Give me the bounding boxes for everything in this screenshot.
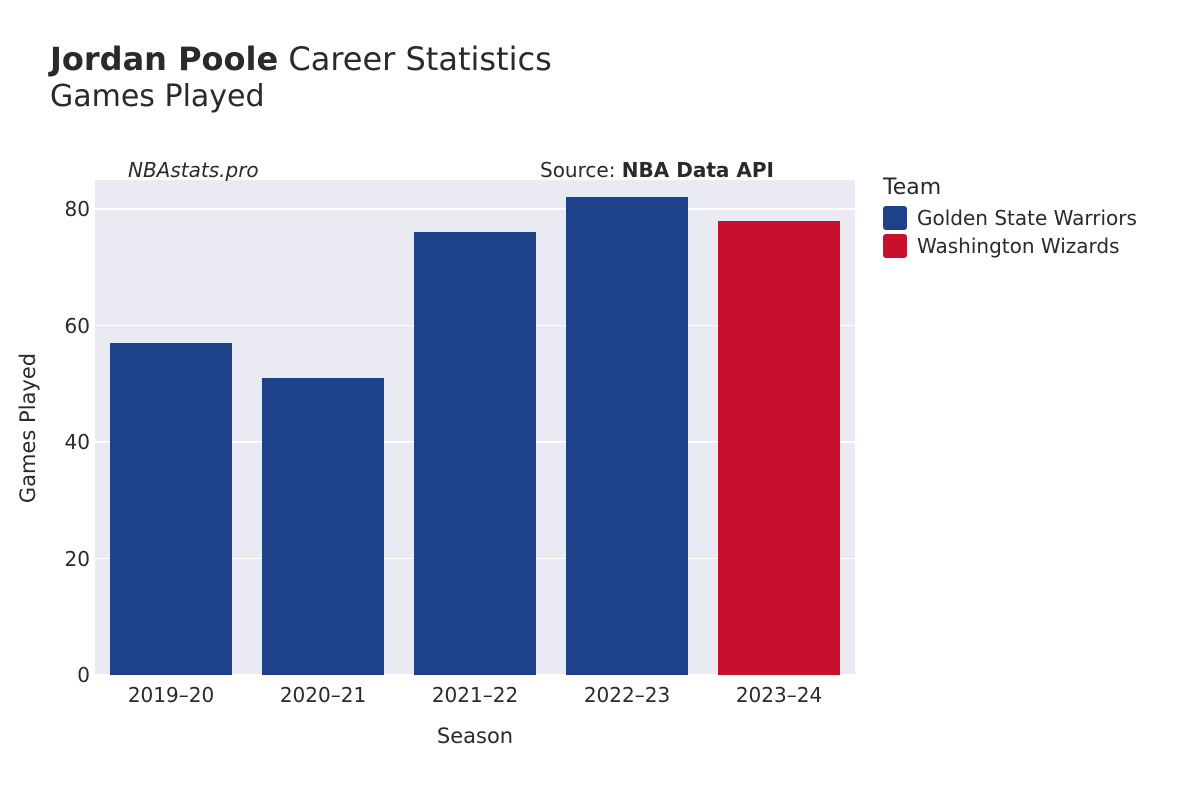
source-prefix: Source: (540, 158, 622, 182)
legend-label: Washington Wizards (917, 234, 1120, 258)
y-tick-label: 20 (65, 547, 90, 571)
legend-title: Team (883, 175, 1137, 200)
bar (566, 197, 688, 675)
legend-label: Golden State Warriors (917, 206, 1137, 230)
y-tick-label: 0 (77, 663, 90, 687)
x-tick-label: 2022–23 (584, 683, 670, 707)
legend-item: Golden State Warriors (883, 206, 1137, 230)
legend-swatch (883, 234, 907, 258)
title-suffix: Career Statistics (278, 40, 552, 78)
y-tick-label: 80 (65, 197, 90, 221)
y-tick-label: 60 (65, 314, 90, 338)
x-tick-label: 2023–24 (736, 683, 822, 707)
bar (414, 232, 536, 675)
title-line-2: Games Played (50, 78, 552, 116)
legend: Team Golden State Warriors Washington Wiz… (883, 175, 1137, 262)
source-label: Source: NBA Data API (540, 158, 774, 182)
x-tick-label: 2020–21 (280, 683, 366, 707)
y-axis-ticks: 020406080 (55, 180, 90, 675)
chart-title: Jordan Poole Career Statistics Games Pla… (50, 40, 552, 116)
bar (718, 221, 840, 675)
x-axis-label: Season (437, 724, 513, 748)
watermark-text: NBAstats.pro (128, 158, 259, 182)
bars-container (95, 180, 855, 675)
bar (262, 378, 384, 675)
plot-area (95, 180, 855, 676)
x-tick-label: 2019–20 (128, 683, 214, 707)
legend-swatch (883, 206, 907, 230)
y-tick-label: 40 (65, 430, 90, 454)
bar (110, 343, 232, 675)
legend-items: Golden State Warriors Washington Wizards (883, 206, 1137, 258)
title-player-name: Jordan Poole (50, 40, 278, 78)
legend-item: Washington Wizards (883, 234, 1137, 258)
chart-canvas: Jordan Poole Career Statistics Games Pla… (0, 0, 1200, 800)
title-line-1: Jordan Poole Career Statistics (50, 40, 552, 78)
x-tick-label: 2021–22 (432, 683, 518, 707)
x-axis-ticks: 2019–20 2020–21 2021–22 2022–23 2023–24 (95, 683, 855, 713)
source-name: NBA Data API (622, 158, 774, 182)
y-axis-label: Games Played (16, 353, 40, 503)
